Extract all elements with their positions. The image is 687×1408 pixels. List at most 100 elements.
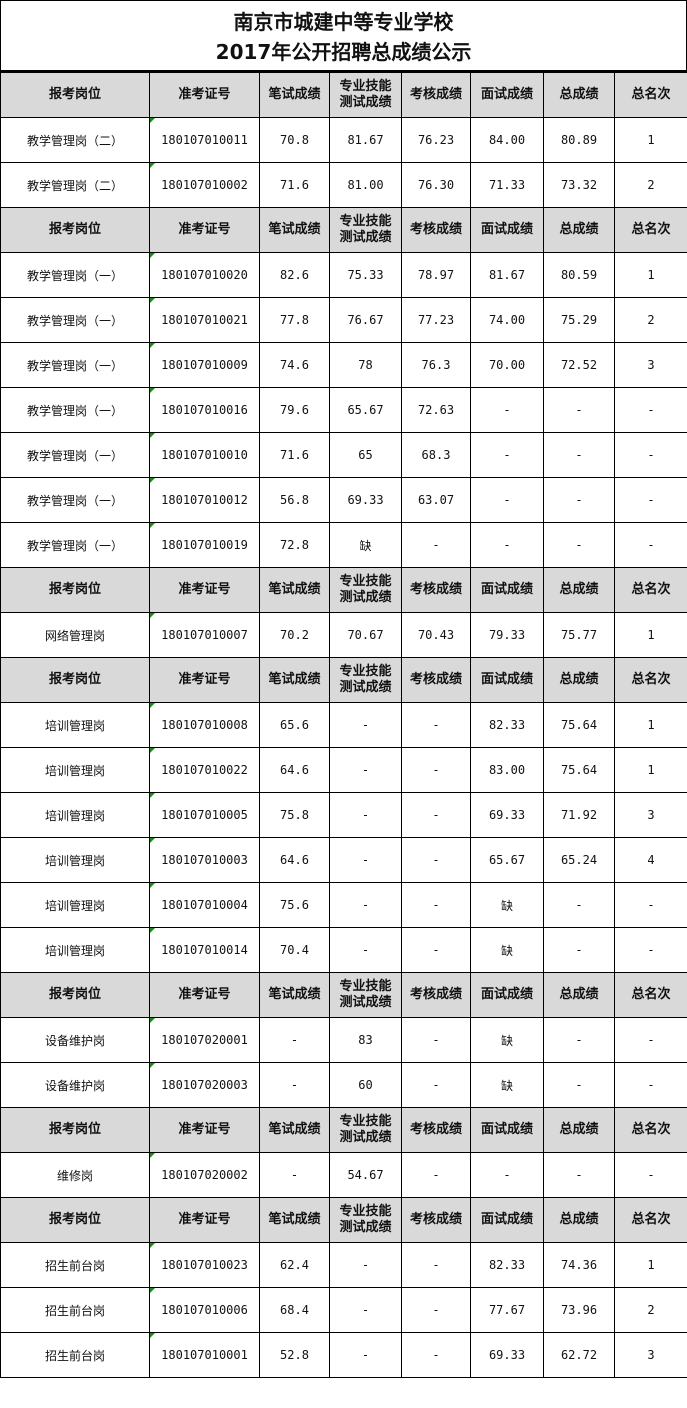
cell-text: 56.8: [280, 493, 309, 507]
cell-interview-score: 79.33: [470, 612, 544, 658]
cell-exam-id: 180107010008: [149, 702, 260, 748]
cell-text: 180107010011: [161, 133, 248, 147]
cell-total-score: 62.72: [543, 1332, 615, 1378]
cell-text: 70.2: [280, 628, 309, 642]
cell-text: -: [432, 718, 440, 732]
cell-text: -: [647, 898, 655, 912]
cell-skill-test-score: -: [329, 882, 402, 928]
cell-text: -: [432, 1078, 440, 1092]
cell-text: 设备维护岗: [44, 1033, 105, 1048]
cell-position: 教学管理岗（一）: [0, 387, 150, 433]
cell-written-score: 52.8: [259, 1332, 330, 1378]
cell-text: 网络管理岗: [44, 628, 105, 643]
cell-exam-id: 180107010014: [149, 927, 260, 973]
cell-text: 75.77: [560, 628, 598, 642]
cell-text: 缺: [500, 898, 513, 913]
cell-written-score: 71.6: [259, 432, 330, 478]
cell-position: 教学管理岗（一）: [0, 297, 150, 343]
header-assessment-score: 考核成绩: [401, 72, 471, 118]
text-number-indicator-icon: [150, 298, 155, 303]
cell-interview-score: 69.33: [470, 792, 544, 838]
cell-assessment-score: 68.3: [401, 432, 471, 478]
cell-skill-test-score: 65.67: [329, 387, 402, 433]
table-row: 培训管理岗 180107010022 64.6 - - 83.00 75.64 1: [0, 747, 687, 793]
cell-text: 74.6: [280, 358, 309, 372]
cell-text: 75.64: [560, 763, 598, 777]
cell-total-score: 72.52: [543, 342, 615, 388]
cell-exam-id: 180107010011: [149, 117, 260, 163]
cell-position: 培训管理岗: [0, 882, 150, 928]
cell-text: 4: [647, 853, 655, 867]
cell-total-score: -: [543, 1062, 615, 1108]
cell-text: 维修岗: [56, 1168, 93, 1183]
cell-position: 教学管理岗（二）: [0, 117, 150, 163]
cell-text: 缺: [500, 1078, 513, 1093]
table-row: 设备维护岗 180107020001 - 83 - 缺 - -: [0, 1017, 687, 1063]
cell-position: 维修岗: [0, 1152, 150, 1198]
cell-text: 75.64: [560, 718, 598, 732]
cell-text: 69.33: [347, 493, 384, 507]
title-line-2: 2017年公开招聘总成绩公示: [215, 40, 472, 64]
cell-text: -: [361, 898, 370, 912]
cell-text: -: [432, 763, 440, 777]
cell-assessment-score: -: [401, 1242, 471, 1288]
text-number-indicator-icon: [150, 1243, 155, 1248]
cell-text: 80.59: [560, 268, 598, 282]
cell-rank: 1: [614, 117, 687, 163]
cell-assessment-score: 72.63: [401, 387, 471, 433]
cell-text: -: [432, 1348, 440, 1362]
cell-text: -: [503, 538, 511, 552]
text-number-indicator-icon: [150, 613, 155, 618]
cell-written-score: 70.2: [259, 612, 330, 658]
cell-text: 教学管理岗（一）: [26, 493, 123, 508]
cell-text: 68.3: [421, 448, 451, 462]
cell-text: 培训管理岗: [44, 943, 105, 958]
text-number-indicator-icon: [150, 1288, 155, 1293]
header-skill-line: 测试成绩: [339, 230, 392, 245]
cell-exam-id: 180107010002: [149, 162, 260, 208]
cell-text: -: [361, 1258, 370, 1272]
cell-interview-score: 缺: [470, 1017, 544, 1063]
header-total-score: 总成绩: [543, 1107, 615, 1153]
cell-exam-id: 180107010020: [149, 252, 260, 298]
cell-text: 75.8: [280, 808, 309, 822]
cell-assessment-score: -: [401, 702, 471, 748]
cell-skill-test-score: 54.67: [329, 1152, 402, 1198]
header-assessment-score: 考核成绩: [401, 972, 471, 1018]
cell-skill-test-score: -: [329, 927, 402, 973]
table-row: 教学管理岗（二） 180107010011 70.8 81.67 76.23 84.00 8…: [0, 117, 687, 163]
cell-text: 2: [647, 313, 655, 327]
cell-rank: 2: [614, 1287, 687, 1333]
cell-position: 教学管理岗（二）: [0, 162, 150, 208]
cell-text: -: [647, 493, 655, 507]
table-row: 教学管理岗（一） 180107010009 74.6 78 76.3 70.00 72.52…: [0, 342, 687, 388]
cell-text: 1: [647, 718, 655, 732]
header-skill-line: 专业技能: [339, 664, 392, 679]
cell-text: 教学管理岗（二）: [26, 133, 123, 148]
cell-skill-test-score: 81.67: [329, 117, 402, 163]
cell-rank: 2: [614, 297, 687, 343]
table-row: 教学管理岗（一） 180107010012 56.8 69.33 63.07 - - -: [0, 477, 687, 523]
cell-text: -: [432, 898, 440, 912]
header-rank: 总名次: [614, 567, 687, 613]
header-rank: 总名次: [614, 207, 687, 253]
cell-position: 设备维护岗: [0, 1062, 150, 1108]
cell-exam-id: 180107010016: [149, 387, 260, 433]
text-number-indicator-icon: [150, 163, 155, 168]
cell-text: 70.8: [280, 133, 309, 147]
cell-text: -: [361, 718, 370, 732]
header-skill-line: 专业技能: [339, 979, 392, 994]
header-total-score: 总成绩: [543, 567, 615, 613]
header-skill-line: 专业技能: [339, 1114, 392, 1129]
cell-text: -: [432, 1258, 440, 1272]
cell-text: 74.36: [560, 1258, 598, 1272]
cell-position: 培训管理岗: [0, 927, 150, 973]
header-skill-line: 专业技能: [339, 79, 392, 94]
header-skill-line: 测试成绩: [339, 590, 392, 605]
cell-text: 73.96: [560, 1303, 598, 1317]
cell-rank: 1: [614, 702, 687, 748]
cell-written-score: 79.6: [259, 387, 330, 433]
cell-rank: 1: [614, 747, 687, 793]
header-interview-score: 面试成绩: [470, 1197, 544, 1243]
header-skill-test-score: 专业技能 测试成绩: [329, 72, 402, 118]
